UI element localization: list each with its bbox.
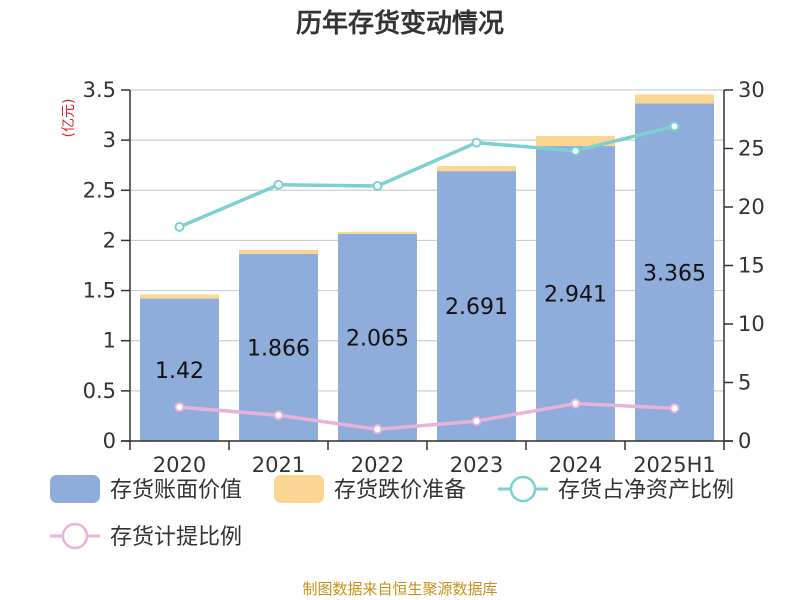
- left-axis-tick-label: 3: [103, 128, 116, 152]
- net-asset-ratio-point: [570, 145, 581, 156]
- provision-ratio-point: [273, 410, 284, 421]
- bar-value-label: 1.42: [155, 359, 204, 384]
- left-axis-tick-label: 1: [103, 329, 116, 353]
- x-axis-tick-label: 2022: [351, 453, 404, 477]
- gridlines: [130, 89, 724, 442]
- bar-book-value: [140, 298, 219, 441]
- bar-value-label: 2.065: [346, 326, 409, 351]
- bar-book-value: [536, 146, 615, 442]
- left-axis-tick-label: 3.5: [83, 78, 116, 102]
- bar-provision: [140, 294, 219, 299]
- net-asset-ratio-point: [174, 221, 185, 232]
- bar-value-label: 3.365: [643, 261, 706, 286]
- right-axis-tick-label: 5: [738, 371, 751, 395]
- bar-book-value: [338, 233, 417, 441]
- net-asset-ratio-legend-marker: [509, 475, 537, 503]
- provision-ratio-point: [471, 416, 482, 427]
- book-value-legend-label: 存货账面价值: [110, 478, 242, 503]
- provision-ratio-point: [669, 403, 680, 414]
- bar-book-value: [437, 171, 516, 441]
- bar-value-label: 2.691: [445, 295, 508, 320]
- right-axis-tick-label: 0: [738, 429, 751, 453]
- x-axis-tick-label: 2024: [549, 453, 602, 477]
- left-axis-unit: (亿元): [61, 99, 77, 138]
- bar-book-value: [239, 253, 318, 441]
- provision-ratio-point: [570, 398, 581, 409]
- x-axis-tick-label: 2020: [153, 453, 206, 477]
- right-axis-tick-label: 10: [738, 312, 765, 336]
- provision-ratio-point: [174, 402, 185, 413]
- right-axis-tick-label: 20: [738, 195, 765, 219]
- left-axis-tick-label: 1.5: [83, 279, 116, 303]
- bars: 1.42 1.866 2.065 2.691 2.941 3.365: [140, 94, 714, 442]
- net-asset-ratio-legend-label: 存货占净资产比例: [558, 478, 734, 503]
- right-axis-tick-label: 15: [738, 254, 765, 278]
- bar-provision: [239, 249, 318, 254]
- provision-ratio-legend-marker: [61, 522, 89, 550]
- bar-provision: [536, 136, 615, 147]
- chart-title: 历年存货变动情况: [296, 8, 504, 39]
- axes: 0 0.5 1 1.5 2 2.5 3 3.5 0 5 10 15 20 25 30 2020 2021 2022…: [83, 78, 765, 477]
- left-axis-tick-label: 0.5: [83, 379, 116, 403]
- x-axis-tick-label: 2025H1: [633, 453, 716, 477]
- net-asset-ratio-point: [273, 179, 284, 190]
- net-asset-ratio-line: [178, 124, 675, 229]
- bar-value-label: 2.941: [544, 283, 607, 308]
- right-axis-tick-label: 25: [738, 137, 765, 161]
- net-asset-ratio-point: [471, 137, 482, 148]
- x-axis-tick-label: 2021: [252, 453, 305, 477]
- provision-ratio-legend-label: 存货计提比例: [110, 525, 242, 550]
- source-note: 制图数据来自恒生聚源数据库: [302, 580, 497, 598]
- right-axis-tick-label: 30: [738, 78, 765, 102]
- left-axis-tick-label: 2.5: [83, 178, 116, 202]
- provision-legend-swatch: [274, 475, 324, 503]
- net-asset-ratio-point: [372, 180, 383, 191]
- book-value-legend-swatch: [50, 475, 100, 503]
- provision-legend-label: 存货跌价准备: [334, 478, 466, 503]
- bar-book-value: [635, 103, 714, 441]
- provision-ratio-line: [179, 401, 675, 432]
- net-asset-ratio-point: [669, 121, 680, 132]
- bar-provision: [635, 94, 714, 104]
- lines: [174, 121, 680, 435]
- left-axis-tick-label: 0: [103, 429, 116, 453]
- provision-ratio-point: [372, 424, 383, 435]
- bar-value-label: 1.866: [247, 336, 310, 361]
- bar-provision: [437, 166, 516, 172]
- left-axis-tick-label: 2: [103, 228, 116, 252]
- x-axis-tick-label: 2023: [450, 453, 503, 477]
- bar-provision: [338, 231, 417, 234]
